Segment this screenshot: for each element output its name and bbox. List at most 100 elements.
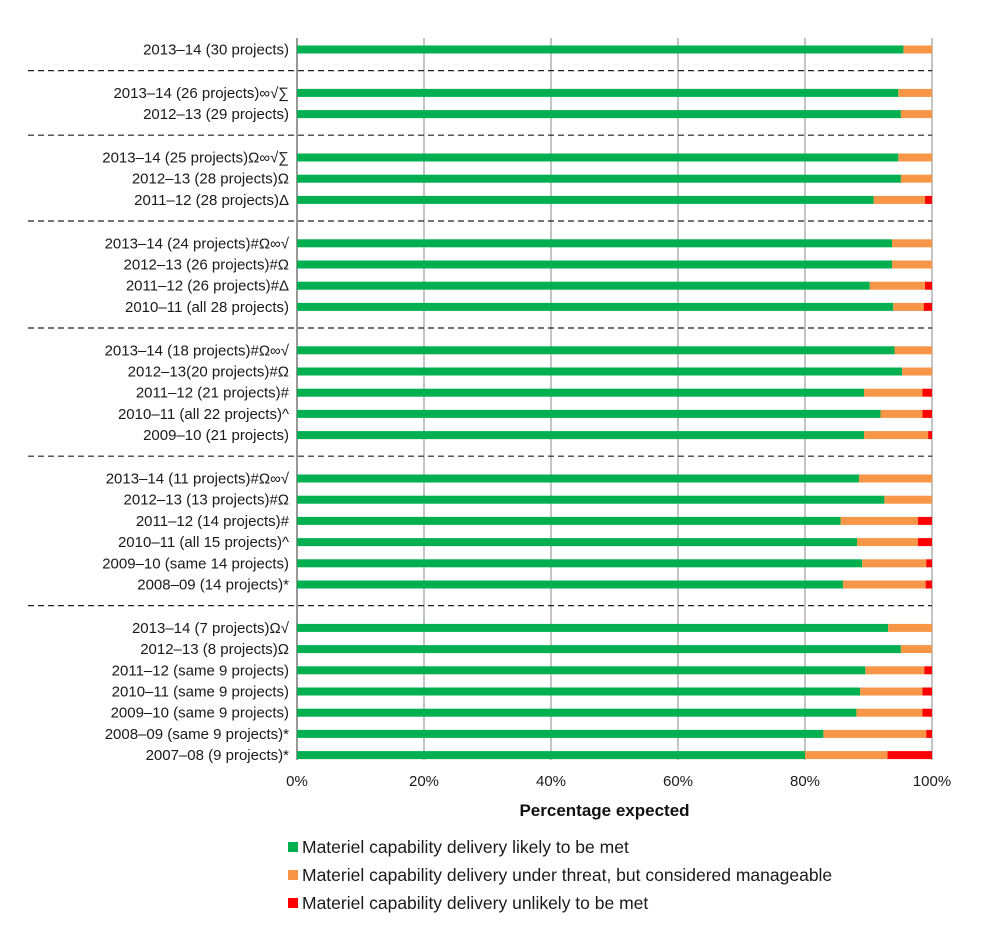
bar-segment	[297, 623, 889, 632]
bar-segment	[928, 431, 932, 440]
bar-segment	[925, 195, 932, 204]
bar-segment	[880, 409, 923, 418]
bar-segment	[297, 580, 844, 589]
bar-segment	[858, 474, 932, 483]
bar-segment	[297, 388, 865, 397]
bar-segment	[857, 538, 919, 547]
bar-segment	[297, 88, 899, 97]
category-label: 2011–12 (28 projects)Δ	[134, 192, 289, 209]
bar-segment	[926, 729, 932, 738]
bar-segment	[297, 239, 892, 248]
bar-segment	[297, 367, 903, 376]
category-label: 2012–13(20 projects)#Ω	[128, 364, 289, 381]
category-label: 2008–09 (14 projects)*	[137, 577, 289, 594]
legend-swatch-under-threat	[288, 870, 298, 880]
bar-segment	[926, 559, 932, 568]
bar-segment	[869, 281, 926, 290]
bar-segment	[887, 751, 932, 760]
bar-segment	[823, 729, 927, 738]
bar-segment	[297, 538, 858, 547]
category-label: 2013–14 (26 projects)∞√∑	[113, 85, 289, 102]
x-tick-label: 20%	[409, 773, 439, 790]
category-label: 2013–14 (11 projects)#Ω∞√	[106, 471, 290, 488]
bar-segment	[860, 687, 923, 696]
bar-segment	[925, 580, 932, 589]
x-tick-label: 0%	[286, 773, 308, 790]
category-label: 2010–11 (all 22 projects)^	[118, 406, 289, 423]
bar-segment	[923, 302, 932, 311]
category-label: 2009–10 (same 9 projects)	[111, 705, 289, 722]
legend-item-likely: Materiel capability delivery likely to b…	[288, 833, 832, 861]
category-label: 2013–14 (30 projects)	[143, 42, 289, 59]
x-tick-label: 60%	[663, 773, 693, 790]
category-label: 2012–13 (26 projects)#Ω	[124, 257, 289, 274]
bar-segment	[924, 666, 932, 675]
bar-segment	[297, 110, 901, 119]
category-label: 2009–10 (same 14 projects)	[102, 555, 289, 572]
category-label: 2013–14 (18 projects)#Ω∞√	[105, 342, 290, 359]
bar-segment	[893, 302, 924, 311]
category-label: 2008–09 (same 9 projects)*	[105, 726, 289, 743]
category-label: 2013–14 (24 projects)#Ω∞√	[105, 235, 290, 252]
legend-label-under-threat: Materiel capability delivery under threa…	[302, 864, 833, 885]
bar-segment	[864, 388, 923, 397]
bar-segment	[888, 623, 932, 632]
bar-segment	[902, 367, 932, 376]
category-label: 2012–13 (29 projects)	[143, 106, 289, 123]
category-label: 2013–14 (7 projects)Ω√	[132, 620, 290, 637]
category-label: 2009–10 (21 projects)	[143, 427, 289, 444]
bar-segment	[900, 110, 932, 119]
category-label: 2012–13 (8 projects)Ω	[140, 641, 289, 658]
bar-segment	[884, 495, 932, 504]
bar-segment	[843, 580, 926, 589]
legend-swatch-likely	[288, 842, 298, 852]
chart-legend: Materiel capability delivery likely to b…	[288, 833, 832, 917]
bar-segment	[297, 174, 901, 183]
category-label: 2012–13 (28 projects)Ω	[132, 171, 289, 188]
bar-segment	[297, 708, 857, 717]
legend-label-unlikely: Materiel capability delivery unlikely to…	[302, 892, 649, 913]
bar-segment	[805, 751, 888, 760]
category-label: 2010–11 (all 28 projects)	[125, 299, 289, 316]
bar-segment	[297, 559, 863, 568]
bar-segment	[840, 516, 919, 525]
x-tick-label: 100%	[913, 773, 951, 790]
bar-segment	[891, 260, 932, 269]
bar-segment	[297, 666, 866, 675]
bar-segment	[922, 708, 932, 717]
category-label: 2011–12 (14 projects)#	[136, 513, 290, 530]
bar-segment	[873, 195, 926, 204]
bar-segment	[297, 153, 899, 162]
bar-segment	[891, 239, 932, 248]
bar-segment	[297, 302, 894, 311]
chart-svg: 2013–14 (30 projects) 2013–14 (26 project…	[28, 38, 951, 820]
bar-segment	[898, 153, 932, 162]
bar-segment	[297, 645, 901, 654]
bar-segment	[903, 45, 932, 54]
bar-segment	[862, 559, 927, 568]
bar-segment	[900, 645, 932, 654]
bar-segment	[297, 474, 859, 483]
bar-segment	[925, 281, 932, 290]
bar-segment	[856, 708, 923, 717]
bar-segment	[297, 687, 861, 696]
category-label: 2011–12 (21 projects)#	[136, 385, 290, 402]
category-label: 2011–12 (26 projects)#Δ	[126, 278, 289, 295]
bar-segment	[922, 409, 932, 418]
category-label: 2012–13 (13 projects)#Ω	[124, 492, 289, 509]
category-label: 2010–11 (all 15 projects)^	[118, 534, 289, 551]
bar-segment	[297, 45, 904, 54]
bar-segment	[297, 409, 881, 418]
category-label: 2010–11 (same 9 projects)	[112, 684, 289, 701]
x-tick-label: 40%	[536, 773, 566, 790]
bar-segment	[922, 687, 932, 696]
bar-segment	[297, 195, 874, 204]
bar-segment	[297, 729, 824, 738]
bar-segment	[918, 538, 932, 547]
bar-segment	[297, 516, 841, 525]
bar-segment	[297, 281, 870, 290]
category-label: 2013–14 (25 projects)Ω∞√∑	[102, 150, 289, 167]
bar-segment	[900, 174, 932, 183]
x-tick-label: 80%	[790, 773, 820, 790]
category-label: 2007–08 (9 projects)*	[146, 747, 290, 764]
